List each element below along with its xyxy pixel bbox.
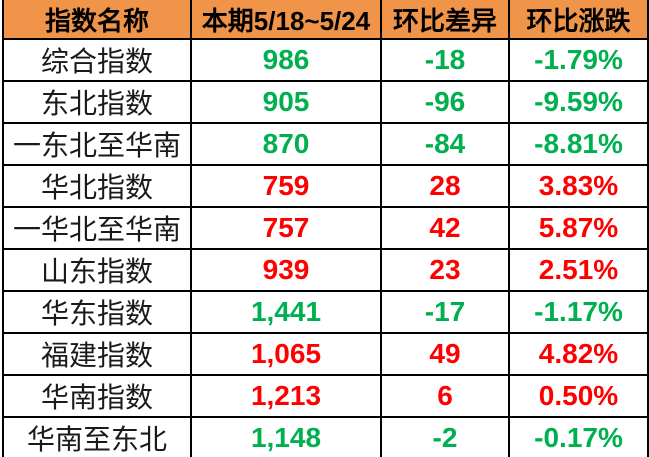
pct-value-cell: 0.50% — [508, 374, 649, 418]
current-value-cell: 1,441 — [190, 290, 382, 334]
pct-value-cell: -9.59% — [508, 80, 649, 124]
header-chain-diff: 环比差异 — [380, 0, 510, 40]
current-value-cell: 905 — [190, 80, 382, 124]
table-row: 一东北至华南 870 -84 -8.81% — [2, 122, 649, 166]
header-current-period: 本期5/18~5/24 — [190, 0, 382, 40]
table-row: 华北指数 759 28 3.83% — [2, 164, 649, 208]
table-body: 综合指数 986 -18 -1.79% 东北指数 905 -96 -9.59% 一东北至华南 87… — [2, 38, 649, 457]
index-name-cell: 东北指数 — [2, 80, 192, 124]
current-value-cell: 1,065 — [190, 332, 382, 376]
pct-value-cell: 2.51% — [508, 248, 649, 292]
header-chain-change: 环比涨跌 — [508, 0, 649, 40]
table-row: 山东指数 939 23 2.51% — [2, 248, 649, 292]
header-row: 指数名称 本期5/18~5/24 环比差异 环比涨跌 — [2, 0, 649, 40]
table-row: 华南至东北 1,148 -2 -0.17% — [2, 416, 649, 457]
index-name-cell: 华南至东北 — [2, 416, 192, 457]
current-value-cell: 986 — [190, 38, 382, 82]
index-name-cell: 华北指数 — [2, 164, 192, 208]
diff-value-cell: 28 — [380, 164, 510, 208]
table-row: 华东指数 1,441 -17 -1.17% — [2, 290, 649, 334]
header-index-name: 指数名称 — [2, 0, 192, 40]
table-row: 一华北至华南 757 42 5.87% — [2, 206, 649, 250]
diff-value-cell: -84 — [380, 122, 510, 166]
index-name-cell: 福建指数 — [2, 332, 192, 376]
pct-value-cell: 3.83% — [508, 164, 649, 208]
diff-value-cell: 49 — [380, 332, 510, 376]
diff-value-cell: 6 — [380, 374, 510, 418]
table-row: 福建指数 1,065 49 4.82% — [2, 332, 649, 376]
pct-value-cell: -1.17% — [508, 290, 649, 334]
diff-value-cell: 23 — [380, 248, 510, 292]
pct-value-cell: 5.87% — [508, 206, 649, 250]
current-value-cell: 757 — [190, 206, 382, 250]
current-value-cell: 759 — [190, 164, 382, 208]
pct-value-cell: -8.81% — [508, 122, 649, 166]
current-value-cell: 1,213 — [190, 374, 382, 418]
table-row: 综合指数 986 -18 -1.79% — [2, 38, 649, 82]
current-value-cell: 939 — [190, 248, 382, 292]
current-value-cell: 1,148 — [190, 416, 382, 457]
table-row: 华南指数 1,213 6 0.50% — [2, 374, 649, 418]
index-name-cell: 一华北至华南 — [2, 206, 192, 250]
pct-value-cell: -0.17% — [508, 416, 649, 457]
diff-value-cell: -96 — [380, 80, 510, 124]
table-row: 东北指数 905 -96 -9.59% — [2, 80, 649, 124]
pct-value-cell: -1.79% — [508, 38, 649, 82]
index-name-cell: 山东指数 — [2, 248, 192, 292]
diff-value-cell: -18 — [380, 38, 510, 82]
diff-value-cell: -2 — [380, 416, 510, 457]
pct-value-cell: 4.82% — [508, 332, 649, 376]
index-name-cell: 华南指数 — [2, 374, 192, 418]
diff-value-cell: 42 — [380, 206, 510, 250]
diff-value-cell: -17 — [380, 290, 510, 334]
index-name-cell: 华东指数 — [2, 290, 192, 334]
index-name-cell: 一东北至华南 — [2, 122, 192, 166]
table-header: 指数名称 本期5/18~5/24 环比差异 环比涨跌 — [2, 0, 649, 40]
current-value-cell: 870 — [190, 122, 382, 166]
index-name-cell: 综合指数 — [2, 38, 192, 82]
